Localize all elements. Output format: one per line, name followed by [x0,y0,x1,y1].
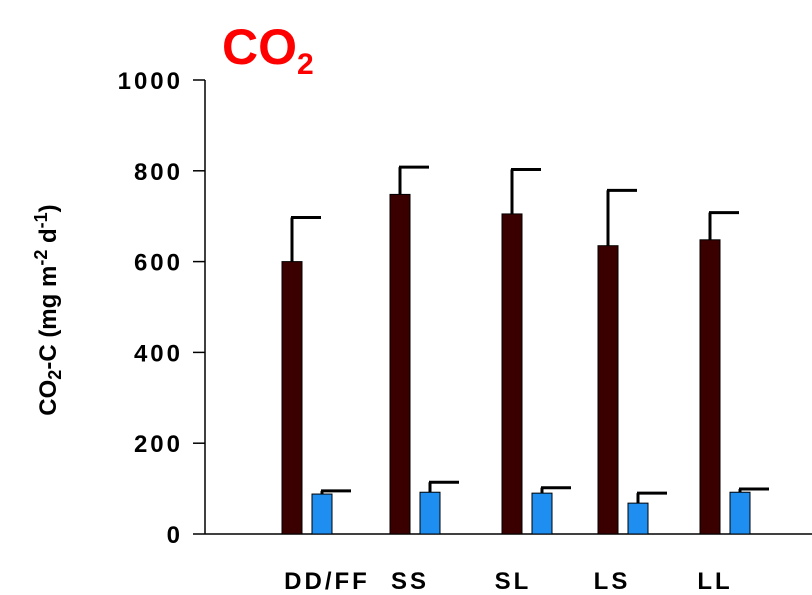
y-tick-label: 600 [134,250,183,277]
bar [281,261,303,535]
chart-title-subscript: 2 [297,48,314,81]
plot-area: 0 200 400 600 800 1000 DD/FF SS SL LS LL [118,68,812,595]
y-tick-label: 0 [167,522,183,549]
y-tick-label: 200 [134,431,183,458]
y-tick-label: 800 [134,159,183,186]
bar [627,502,649,535]
x-tick-label: LS [594,568,631,595]
chart-title: CO2 [222,19,314,81]
y-tick-label: 400 [134,340,183,367]
bar [597,245,619,535]
x-tick-label: DD/FF [284,568,370,595]
bar [311,493,333,535]
bar [389,193,411,535]
chart-title-main: CO [222,19,297,75]
bar [729,491,751,535]
bar [419,491,441,535]
x-tick-label: LL [697,568,732,595]
x-tick-label: SL [495,568,532,595]
bar [699,239,721,535]
y-axis-label: CO2-C (mg m-2 d-1) [31,204,65,415]
y-tick-label: 1000 [118,68,183,95]
bar [501,213,523,535]
bar [531,492,553,535]
x-tick-label: SS [391,568,429,595]
